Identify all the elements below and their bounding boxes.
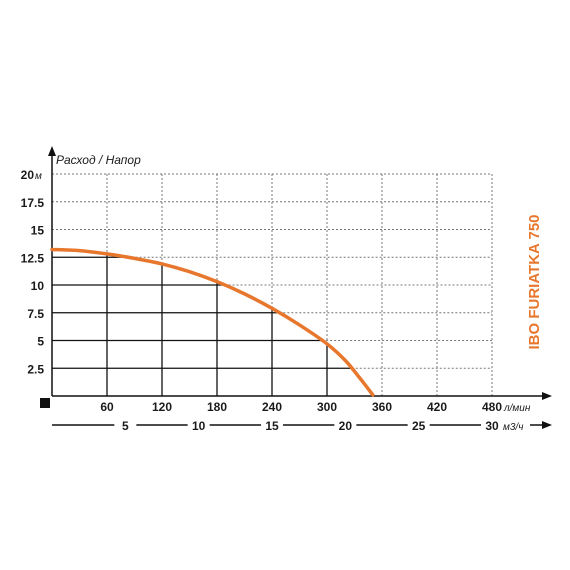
x-tick-label-360: 360	[372, 400, 392, 414]
y-tick-label-10: 10	[31, 279, 45, 293]
x-tick-label-60: 60	[100, 400, 114, 414]
y-unit-label: м	[35, 171, 42, 182]
y-axis-title: Расход / Напор	[56, 153, 141, 167]
x2-tick-bg-10	[187, 417, 210, 433]
x2-tick-label-20: 20	[339, 419, 353, 433]
x-axis-arrow	[542, 392, 552, 400]
x2-tick-bg-5	[114, 417, 137, 433]
x-tick-label-420: 420	[427, 400, 447, 414]
axes	[40, 146, 552, 429]
x2-tick-bg-25	[407, 417, 430, 433]
labels: Расход / Напор IBO FURIATKA 750 2.5 5 7.5 1…	[21, 153, 543, 433]
y-tick-label-7.5: 7.5	[27, 307, 44, 321]
x2-tick-bg-15	[261, 417, 283, 433]
y-tick-label-2.5: 2.5	[27, 362, 44, 376]
x2-axis-arrow	[542, 421, 552, 429]
x2-tick-label-25: 25	[412, 419, 426, 433]
y-tick-label-17.5: 17.5	[21, 196, 45, 210]
curve-layer	[50, 247, 375, 397]
y-tick-label-15: 15	[31, 224, 45, 238]
x2-tick-label-15: 15	[265, 419, 279, 433]
x2-unit-bg	[502, 417, 530, 433]
chart-title: IBO FURIATKA 750	[526, 214, 543, 349]
x2-unit-label: м3/ч	[503, 422, 523, 433]
origin-marker	[40, 398, 50, 408]
y-axis-arrow	[48, 146, 56, 156]
x2-tick-label-10: 10	[192, 419, 206, 433]
x-tick-label-120: 120	[152, 400, 172, 414]
x-tick-label-240: 240	[262, 400, 282, 414]
x2-tick-label-30: 30	[485, 419, 499, 433]
x2-tick-bg-30	[481, 417, 503, 433]
x-tick-label-300: 300	[317, 400, 337, 414]
y-tick-label-20: 20	[21, 168, 35, 182]
x-tick-label-180: 180	[207, 400, 227, 414]
x-unit-label: л/мин	[503, 403, 531, 414]
x2-tick-label-5: 5	[122, 419, 129, 433]
y-tick-label-5: 5	[37, 335, 44, 349]
y-tick-label-12.5: 12.5	[21, 251, 45, 265]
grid	[52, 173, 493, 396]
x-tick-label-480: 480	[482, 400, 502, 414]
pump-curve	[50, 247, 375, 397]
x2-tick-bg-20	[334, 417, 357, 433]
